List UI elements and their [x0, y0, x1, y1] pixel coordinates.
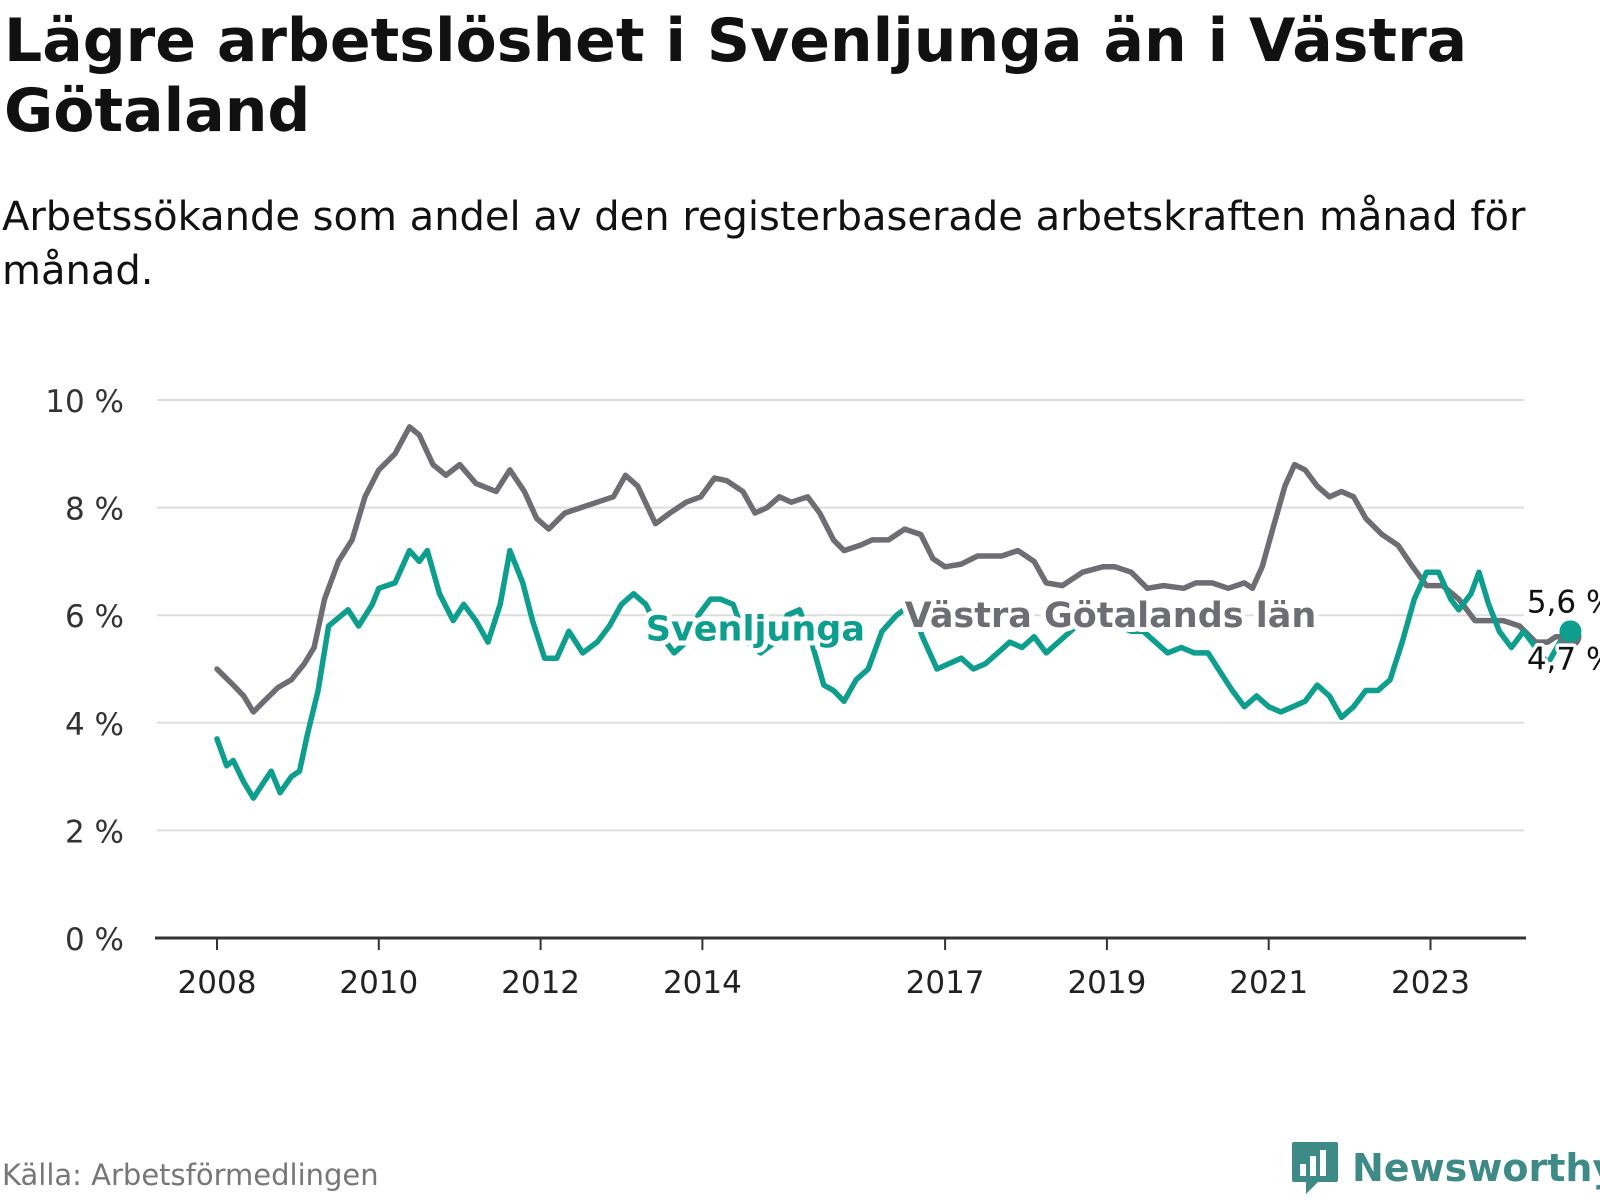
x-tick-label: 2021	[1229, 965, 1308, 1001]
y-tick-label: 4 %	[65, 707, 124, 743]
end-label-svenljunga: 4,7 %	[1527, 641, 1600, 677]
gridlines	[157, 399, 1524, 832]
end-point-svenljunga	[1559, 620, 1582, 643]
source-note: Källa: Arbetsförmedlingen	[2, 1158, 379, 1192]
brand-name: Newsworthy	[1352, 1146, 1600, 1190]
newsworthy-logo-icon	[1292, 1142, 1338, 1194]
end-label-vastra-gotaland: 5,6 %	[1527, 585, 1600, 621]
y-tick-label: 10 %	[45, 384, 124, 420]
x-tick-label: 2014	[663, 965, 742, 1001]
chart-title: Lägre arbetslöshet i Svenljunga än i Väs…	[4, 6, 1468, 146]
series-label-svenljunga: Svenljunga	[646, 610, 865, 650]
series-label-vastra-gotaland: Västra Götalands län	[905, 596, 1317, 636]
series-line-svenljunga	[214, 547, 1574, 801]
x-tick-label: 2012	[501, 965, 580, 1001]
y-tick-label: 6 %	[65, 599, 124, 635]
x-tick-label: 2017	[906, 965, 985, 1001]
x-tick-label: 2010	[339, 965, 418, 1001]
x-tick-label: 2023	[1391, 965, 1470, 1001]
y-axis: 0 % 2 % 4 % 6 % 8 % 10 %	[45, 384, 124, 958]
y-tick-label: 2 %	[65, 814, 124, 850]
x-axis: 2008 2010 2012 2014 2017 2019 2021 2023	[155, 936, 1526, 1001]
y-tick-label: 8 %	[65, 492, 124, 528]
x-tick-label: 2008	[178, 965, 257, 1001]
x-tick-label: 2019	[1067, 965, 1146, 1001]
brand-logo: Newsworthy	[1290, 1140, 1600, 1196]
series-labels: 5,6 % 4,7 % Västra Götalands län Svenljunga	[641, 581, 1600, 681]
y-tick-label: 0 %	[65, 922, 124, 958]
series-lines	[214, 424, 1582, 801]
chart-subtitle: Arbetssökande som andel av den registerb…	[2, 194, 1526, 294]
line-chart: 0 % 2 % 4 % 6 % 8 % 10 % 2008 2010 2012 2014 2017…	[45, 384, 1600, 1001]
series-line-vastra-gotaland	[214, 424, 1574, 715]
